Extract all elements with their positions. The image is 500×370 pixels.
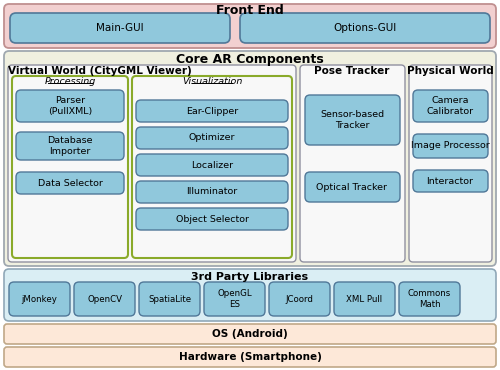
FancyBboxPatch shape	[204, 282, 265, 316]
FancyBboxPatch shape	[269, 282, 330, 316]
Text: Pose Tracker: Pose Tracker	[314, 66, 390, 76]
FancyBboxPatch shape	[136, 154, 288, 176]
FancyBboxPatch shape	[240, 13, 490, 43]
FancyBboxPatch shape	[10, 13, 230, 43]
FancyBboxPatch shape	[305, 95, 400, 145]
FancyBboxPatch shape	[4, 4, 496, 48]
FancyBboxPatch shape	[413, 134, 488, 158]
FancyBboxPatch shape	[136, 181, 288, 203]
Text: Object Selector: Object Selector	[176, 215, 248, 223]
Text: XML Pull: XML Pull	[346, 295, 382, 303]
Text: Commons
Math: Commons Math	[408, 289, 451, 309]
Text: Ear-Clipper: Ear-Clipper	[186, 107, 238, 115]
Text: Localizer: Localizer	[191, 161, 233, 169]
Text: Data Selector: Data Selector	[38, 178, 102, 188]
FancyBboxPatch shape	[305, 172, 400, 202]
Text: Interactor: Interactor	[426, 176, 474, 185]
Text: jMonkey: jMonkey	[22, 295, 58, 303]
Text: Sensor-based
Tracker: Sensor-based Tracker	[320, 110, 384, 130]
FancyBboxPatch shape	[4, 51, 496, 266]
Text: Options-GUI: Options-GUI	[334, 23, 396, 33]
Text: Visualization: Visualization	[182, 77, 242, 85]
FancyBboxPatch shape	[413, 170, 488, 192]
FancyBboxPatch shape	[136, 100, 288, 122]
FancyBboxPatch shape	[4, 347, 496, 367]
FancyBboxPatch shape	[136, 127, 288, 149]
FancyBboxPatch shape	[334, 282, 395, 316]
FancyBboxPatch shape	[409, 65, 492, 262]
Text: OpenCV: OpenCV	[87, 295, 122, 303]
FancyBboxPatch shape	[74, 282, 135, 316]
Text: OpenGL
ES: OpenGL ES	[217, 289, 252, 309]
Text: Database
Importer: Database Importer	[47, 136, 93, 156]
Text: OS (Android): OS (Android)	[212, 329, 288, 339]
FancyBboxPatch shape	[300, 65, 405, 262]
Text: SpatiaLite: SpatiaLite	[148, 295, 191, 303]
Text: Physical World: Physical World	[406, 66, 494, 76]
FancyBboxPatch shape	[139, 282, 200, 316]
FancyBboxPatch shape	[4, 324, 496, 344]
Text: 3rd Party Libraries: 3rd Party Libraries	[192, 272, 308, 282]
Text: Virtual World (CityGML Viewer): Virtual World (CityGML Viewer)	[8, 66, 192, 76]
Text: Hardware (Smartphone): Hardware (Smartphone)	[178, 352, 322, 362]
Text: Camera
Calibrator: Camera Calibrator	[426, 96, 474, 116]
FancyBboxPatch shape	[16, 90, 124, 122]
Text: Illuminator: Illuminator	[186, 188, 238, 196]
Text: Processing: Processing	[44, 77, 96, 85]
FancyBboxPatch shape	[8, 65, 296, 262]
Text: Optical Tracker: Optical Tracker	[316, 182, 388, 192]
FancyBboxPatch shape	[9, 282, 70, 316]
Text: Front End: Front End	[216, 3, 284, 17]
FancyBboxPatch shape	[399, 282, 460, 316]
Text: Core AR Components: Core AR Components	[176, 53, 324, 65]
FancyBboxPatch shape	[132, 76, 292, 258]
Text: Optimizer: Optimizer	[189, 134, 236, 142]
FancyBboxPatch shape	[413, 90, 488, 122]
FancyBboxPatch shape	[4, 269, 496, 321]
FancyBboxPatch shape	[16, 172, 124, 194]
Text: JCoord: JCoord	[286, 295, 314, 303]
Text: Image Processor: Image Processor	[410, 141, 490, 151]
FancyBboxPatch shape	[12, 76, 128, 258]
Text: Main-GUI: Main-GUI	[96, 23, 144, 33]
FancyBboxPatch shape	[136, 208, 288, 230]
Text: Parser
(PullXML): Parser (PullXML)	[48, 96, 92, 116]
FancyBboxPatch shape	[16, 132, 124, 160]
